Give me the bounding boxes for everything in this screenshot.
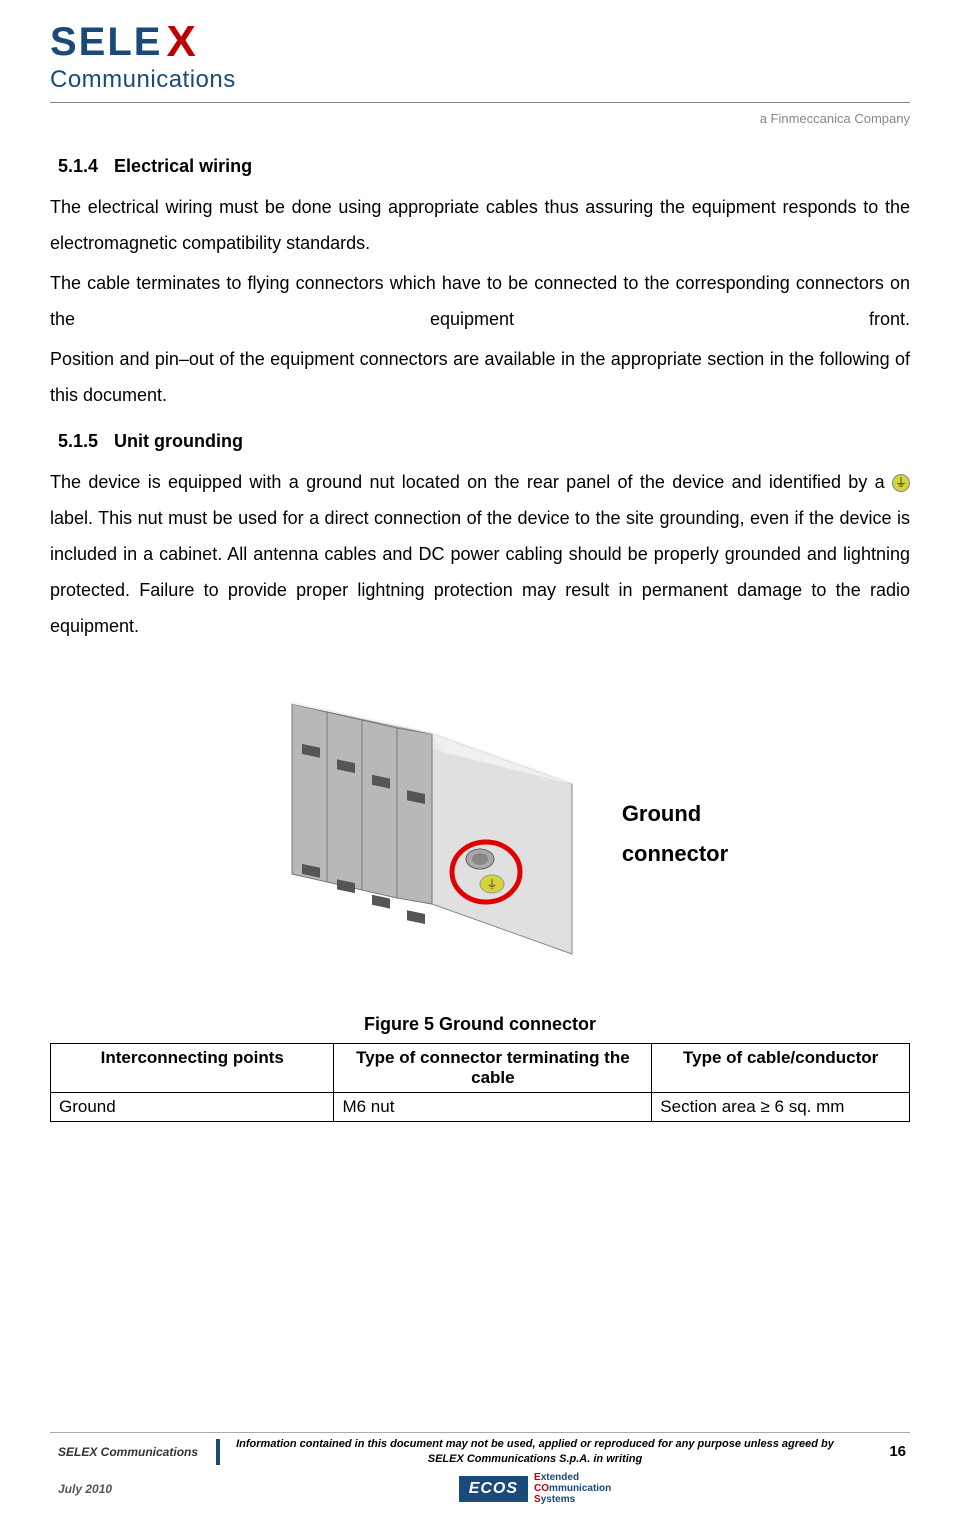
logo-swoosh-icon: X	[166, 20, 197, 64]
ground-spec-table: Interconnecting points Type of connector…	[50, 1043, 910, 1122]
ecos-box: ECOS	[459, 1476, 528, 1502]
ecos-r2: ystems	[541, 1494, 575, 1505]
table-header-1: Type of connector terminating the cable	[334, 1044, 652, 1093]
ecos-e2: S	[534, 1494, 541, 1505]
svg-text:⏚: ⏚	[486, 878, 497, 891]
figure-5-container: ⏚ Ground connector	[50, 674, 910, 994]
section-515-p1: The device is equipped with a ground nut…	[50, 464, 910, 644]
page-footer: SELEX Communications Information contain…	[50, 1432, 910, 1505]
table-header-row: Interconnecting points Type of connector…	[51, 1044, 910, 1093]
logo-text-selex: SELE	[50, 22, 162, 62]
company-logo: SELEX Communications	[50, 20, 236, 94]
section-514-heading: 5.1.4 Electrical wiring	[58, 156, 910, 177]
section-514-title: Electrical wiring	[114, 156, 252, 176]
table-row: Ground M6 nut Section area ≥ 6 sq. mm	[51, 1093, 910, 1122]
header-divider	[50, 102, 910, 103]
page-header: SELEX Communications	[50, 20, 910, 94]
section-515-heading: 5.1.5 Unit grounding	[58, 431, 910, 452]
footer-disclaimer: Information contained in this document m…	[220, 1433, 850, 1470]
footer-page-number: 16	[850, 1437, 910, 1466]
ecos-e0: E	[534, 1472, 541, 1483]
ground-connector-diagram: ⏚	[232, 674, 592, 994]
table-cell-0-0: Ground	[51, 1093, 334, 1122]
footer-top-row: SELEX Communications Information contain…	[50, 1432, 910, 1470]
ecos-e1: CO	[534, 1483, 549, 1494]
table-header-0: Interconnecting points	[51, 1044, 334, 1093]
page-content: SELEX Communications a Finmeccanica Comp…	[0, 0, 960, 1122]
section-515-p1a: The device is equipped with a ground nut…	[50, 472, 885, 492]
section-515-title: Unit grounding	[114, 431, 243, 451]
table-cell-0-2: Section area ≥ 6 sq. mm	[652, 1093, 910, 1122]
callout-line1: Ground	[622, 794, 728, 834]
logo-top-row: SELEX	[50, 20, 236, 64]
footer-company: SELEX Communications	[50, 1439, 220, 1465]
section-514-p3: Position and pin–out of the equipment co…	[50, 341, 910, 413]
section-515-number: 5.1.5	[58, 431, 98, 451]
company-tagline: a Finmeccanica Company	[50, 111, 910, 126]
ecos-logo: ECOS Extended COmmunication Systems	[220, 1472, 850, 1505]
table-header-2: Type of cable/conductor	[652, 1044, 910, 1093]
device-body: ⏚	[292, 702, 572, 954]
logo-subtitle: Communications	[50, 66, 236, 94]
footer-date: July 2010	[50, 1478, 220, 1500]
figure-5-caption: Figure 5 Ground connector	[50, 1014, 910, 1035]
ground-symbol-icon	[892, 474, 910, 492]
callout-line2: connector	[622, 834, 728, 874]
ecos-expansion: Extended COmmunication Systems	[534, 1472, 611, 1505]
section-514-p1: The electrical wiring must be done using…	[50, 189, 910, 261]
footer-bottom-row: July 2010 ECOS Extended COmmunication Sy…	[50, 1472, 910, 1505]
section-515-p1b: label. This nut must be used for a direc…	[50, 508, 910, 636]
ecos-r1: mmunication	[549, 1483, 611, 1494]
figure-callout: Ground connector	[622, 794, 728, 873]
section-514-p2: The cable terminates to flying connector…	[50, 265, 910, 337]
section-514-number: 5.1.4	[58, 156, 98, 176]
ecos-r0: xtended	[541, 1472, 579, 1483]
table-cell-0-1: M6 nut	[334, 1093, 652, 1122]
